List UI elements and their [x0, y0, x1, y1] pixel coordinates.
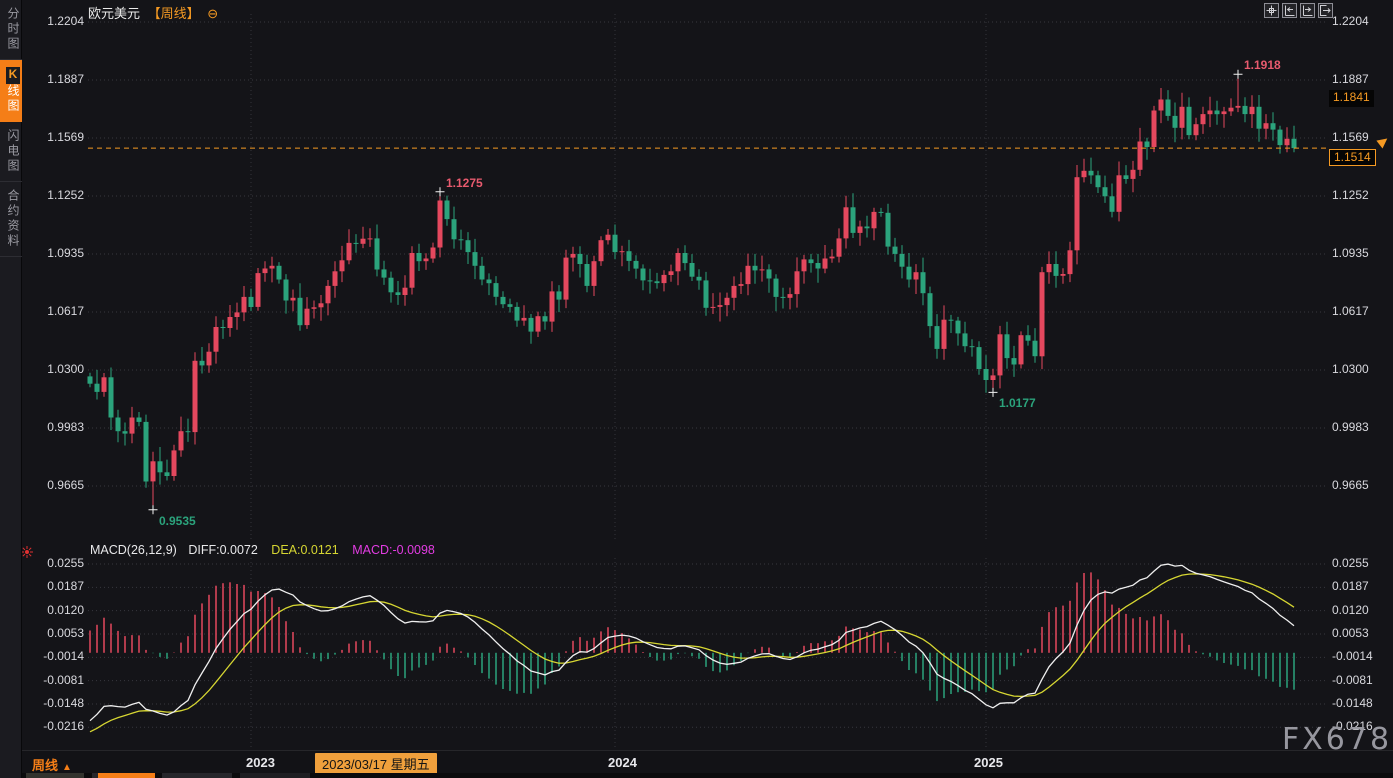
axis-tick: 0.0053 — [1332, 625, 1369, 640]
axis-tick: 1.1252 — [1332, 188, 1369, 202]
macd-hist-value: MACD:-0.0098 — [352, 543, 435, 557]
indicator-settings-icon[interactable] — [21, 545, 33, 567]
sidebar-item-timeshare[interactable]: 分时图 — [0, 0, 22, 60]
axis-year-2025: 2025 — [974, 755, 1003, 770]
price-annotation: 1.1918 — [1244, 58, 1281, 73]
axis-tick: 0.0187 — [1332, 579, 1369, 594]
axis-tick: 0.9983 — [47, 420, 84, 434]
time-axis-bar: 周线 ▲ 2023 2024 2025 2023/03/17 星期五 — [22, 750, 1393, 774]
axis-tick: 0.9983 — [1332, 420, 1369, 434]
axis-tick: -0.0014 — [43, 649, 84, 664]
price-annotation: 0.9535 — [159, 513, 196, 528]
crosshair-icon[interactable] — [1264, 3, 1279, 18]
sidebar-item-contract-info[interactable]: 合约资料 — [0, 182, 22, 257]
chevron-up-icon: ▲ — [62, 762, 72, 773]
bottom-tab[interactable] — [26, 773, 84, 778]
axis-year-2023: 2023 — [246, 755, 275, 770]
axis-tick: 1.1252 — [47, 188, 84, 202]
axis-tick: 0.0255 — [1332, 556, 1369, 570]
axis-year-2024: 2024 — [608, 755, 637, 770]
price-annotation: 1.1275 — [446, 175, 483, 190]
sidebar-item-kline[interactable]: K线图 — [0, 60, 22, 122]
axis-tick: 1.2204 — [47, 14, 84, 28]
axis-tick: 1.1569 — [1332, 130, 1369, 144]
macd-header: MACD(26,12,9) DIFF:0.0072 DEA:0.0121 MAC… — [90, 543, 435, 557]
last-price-badge: 1.1514 — [1329, 149, 1376, 166]
macd-params-label: MACD(26,12,9) — [90, 543, 177, 557]
exit-chart-icon[interactable] — [1318, 3, 1333, 18]
axis-tick: 1.1569 — [47, 130, 84, 144]
axis-tick: 1.2204 — [1332, 14, 1369, 28]
reference-price-badge: 1.1841 — [1329, 90, 1374, 107]
pan-left-icon[interactable] — [1282, 3, 1297, 18]
axis-tick: 1.1887 — [47, 72, 84, 86]
price-annotation: 1.0177 — [999, 396, 1036, 411]
axis-tick: -0.0081 — [43, 672, 84, 687]
period-tag: 【周线】 — [147, 6, 200, 21]
kline-k-glyph: K — [6, 67, 20, 84]
axis-tick: 1.0300 — [1332, 362, 1369, 376]
axis-tick: -0.0216 — [43, 719, 84, 734]
collapse-pane-icon[interactable]: ⊖ — [207, 6, 219, 21]
chart-title: 欧元美元 【周线】 ⊖ — [88, 3, 218, 22]
axis-tick: 1.0617 — [1332, 304, 1369, 318]
bottom-tabs-strip — [22, 773, 1393, 778]
bottom-tab[interactable] — [240, 773, 310, 778]
symbol-name: 欧元美元 — [88, 6, 141, 21]
macd-diff-value: DIFF:0.0072 — [188, 543, 258, 557]
selected-date-badge: 2023/03/17 星期五 — [315, 753, 437, 774]
axis-tick: -0.0148 — [1332, 695, 1373, 710]
axis-tick: 0.0187 — [47, 579, 84, 594]
bottom-tab-active[interactable] — [98, 773, 155, 778]
bottom-tab[interactable] — [162, 773, 232, 778]
axis-tick: 0.9665 — [47, 478, 84, 492]
axis-tick: 1.0935 — [1332, 246, 1369, 260]
axis-tick: 0.0120 — [1332, 602, 1369, 617]
axis-tick: -0.0216 — [1332, 719, 1373, 734]
axis-tick: -0.0014 — [1332, 649, 1373, 664]
period-selector[interactable]: 周线 ▲ — [32, 758, 72, 773]
sidebar: 分时图 K线图 闪电图 合约资料 — [0, 0, 22, 778]
axis-tick: 1.0617 — [47, 304, 84, 318]
axis-tick: -0.0148 — [43, 695, 84, 710]
sidebar-item-tick[interactable]: 闪电图 — [0, 122, 22, 182]
macd-dea-value: DEA:0.0121 — [271, 543, 339, 557]
pan-right-icon[interactable] — [1300, 3, 1315, 18]
axis-tick: -0.0081 — [1332, 672, 1373, 687]
axis-tick: 0.9665 — [1332, 478, 1369, 492]
axis-tick: 1.0935 — [47, 246, 84, 260]
chart-toolbar — [1264, 3, 1333, 18]
axis-tick: 0.0120 — [47, 602, 84, 617]
axis-tick: 1.0300 — [47, 362, 84, 376]
axis-tick: 0.0255 — [47, 556, 84, 570]
kline-rest-label: 线图 — [6, 84, 20, 114]
axis-tick: 0.0053 — [47, 625, 84, 640]
axis-tick: 1.1887 — [1332, 72, 1369, 86]
